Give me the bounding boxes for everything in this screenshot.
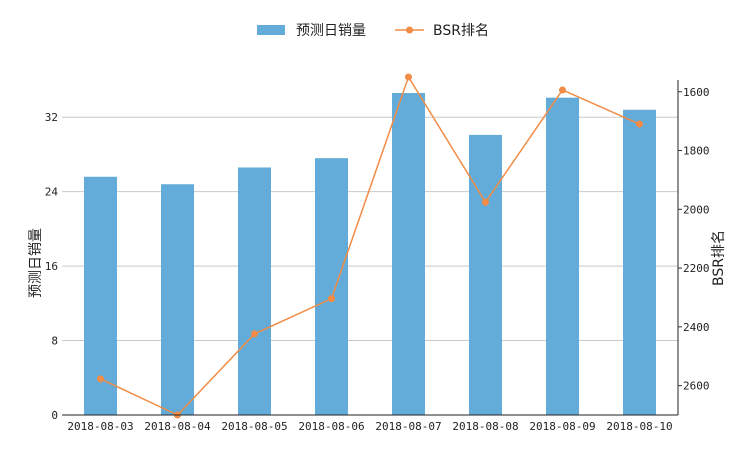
legend-label-line-series: BSR排名 [433, 23, 489, 39]
x-axis-ticks: 2018-08-03 2018-08-04 2018-08-05 2018-08-06… [67, 420, 672, 433]
left-tick-label: 32 [45, 111, 58, 124]
right-tick-label: 2200 [683, 262, 710, 275]
gridlines [62, 116, 678, 342]
bar [623, 109, 656, 416]
x-tick-label: 2018-08-06 [298, 420, 364, 433]
left-tick-label: 0 [51, 409, 58, 422]
line-point [328, 295, 335, 303]
right-tick-label: 1800 [683, 145, 710, 158]
bar-series [84, 93, 656, 416]
left-axis-title: 预测日销量 [28, 228, 44, 298]
bar [161, 184, 194, 415]
bar [392, 93, 425, 416]
legend-label-bar-series: 预测日销量 [296, 23, 366, 39]
right-tick-label: 2000 [683, 203, 710, 216]
x-tick-label: 2018-08-07 [375, 420, 441, 433]
x-tick-label: 2018-08-04 [144, 420, 211, 433]
x-tick-label: 2018-08-03 [67, 420, 133, 433]
x-tick-label: 2018-08-10 [606, 420, 672, 433]
line-point [636, 120, 643, 128]
right-tick-label: 2400 [683, 321, 710, 334]
left-tick-label: 8 [51, 335, 58, 348]
legend: 预测日销量 BSR排名 [257, 23, 489, 39]
right-axis-title: BSR排名 [711, 230, 727, 286]
left-axis-ticks: 0 8 16 24 32 [45, 111, 59, 422]
line-point [482, 198, 489, 206]
series-line [100, 75, 640, 416]
bar [546, 97, 579, 416]
line-point [559, 86, 566, 94]
legend-line-marker [406, 26, 413, 34]
right-tick-label: 2600 [683, 380, 710, 393]
line-point [251, 330, 258, 338]
x-tick-label: 2018-08-05 [221, 420, 287, 433]
axes [62, 80, 679, 416]
x-tick-label: 2018-08-09 [529, 420, 595, 433]
legend-bar-swatch [257, 25, 285, 35]
line-point [405, 73, 412, 81]
right-axis-ticks: 1600 1800 2000 2200 2400 2600 [678, 86, 710, 393]
right-tick-label: 1600 [683, 86, 710, 99]
line-point [97, 375, 104, 383]
x-tick-label: 2018-08-08 [452, 420, 518, 433]
left-tick-label: 24 [45, 186, 59, 199]
bar [315, 158, 348, 415]
bar [469, 134, 502, 415]
left-tick-label: 16 [45, 260, 58, 273]
bar [84, 176, 117, 415]
line-series [97, 73, 643, 419]
bar [238, 167, 271, 415]
